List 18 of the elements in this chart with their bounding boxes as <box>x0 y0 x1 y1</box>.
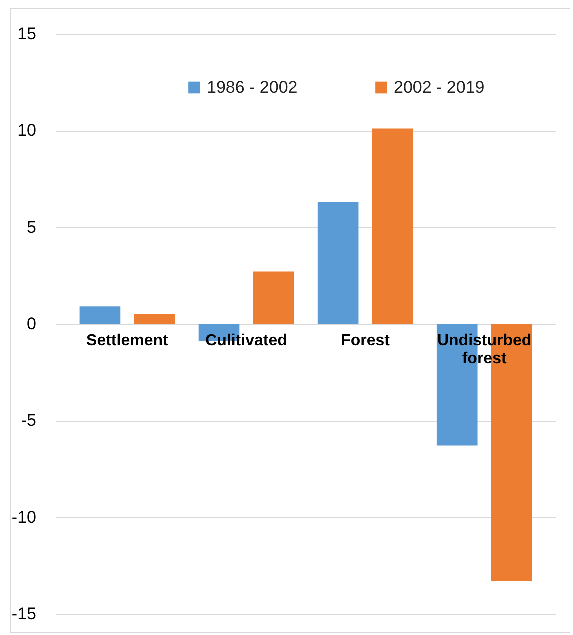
bar <box>318 202 359 324</box>
x-tick-label: Undisturbed forest <box>437 332 532 368</box>
y-tick-label: -5 <box>21 411 36 430</box>
y-tick-label: -10 <box>12 508 36 527</box>
x-tick-label: Settlement <box>86 332 169 350</box>
y-tick-label: 15 <box>18 24 36 44</box>
bar <box>80 306 121 324</box>
bar <box>134 314 176 324</box>
y-tick-label: -15 <box>12 604 36 624</box>
x-tick-label: Culitivated <box>206 332 288 350</box>
bar <box>372 128 414 324</box>
y-tick-label: 10 <box>18 121 36 140</box>
legend-label: 1986 - 2002 <box>207 78 298 97</box>
y-tick-label: 0 <box>27 314 36 334</box>
bar <box>253 272 294 324</box>
legend-label: 2002 - 2019 <box>394 78 485 97</box>
y-tick-label: 5 <box>27 218 36 237</box>
x-tick-label: Forest <box>341 332 391 350</box>
